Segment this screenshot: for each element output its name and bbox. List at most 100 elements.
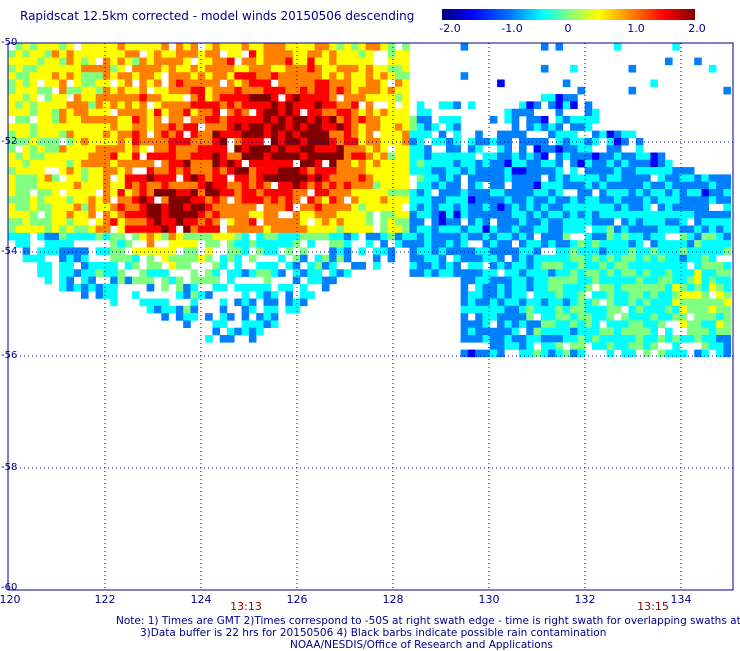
wind-cell [343,116,352,124]
wind-cell [51,203,60,212]
wind-cell [285,247,293,255]
wind-cell [59,159,67,168]
wind-cell [124,189,133,197]
wind-cell [533,189,542,197]
wind-cell [307,116,315,124]
wind-cell [263,130,272,139]
wind-cell [555,145,564,153]
wind-cell [146,232,155,241]
wind-cell [416,210,425,219]
wind-cell [519,335,527,343]
wind-cell [44,152,53,161]
wind-cell [175,101,184,109]
wind-cell [197,137,206,146]
wind-cell [606,218,615,226]
colorbar [442,9,695,20]
wind-cell [628,225,637,234]
wind-cell [409,262,418,270]
wind-cell [402,72,410,80]
wind-cell [300,50,308,58]
wind-cell [665,269,673,277]
wind-cell [482,291,491,299]
wind-cell [8,130,16,139]
wind-cell [497,130,505,139]
wind-cell [475,269,483,277]
wind-cell [212,320,220,328]
wind-cell [44,130,53,139]
wind-cell [628,342,637,350]
wind-cell [95,181,104,190]
wind-cell [650,218,658,226]
wind-cell [723,349,731,358]
wind-cell [562,79,571,88]
wind-cell [599,167,607,175]
wind-cell [278,50,286,58]
wind-cell [139,298,147,307]
wind-cell [248,240,257,248]
wind-cell [402,130,410,139]
wind-cell [416,130,425,139]
wind-cell [373,167,381,175]
wind-cell [424,108,432,117]
wind-cell [416,247,425,255]
wind-cell [227,159,235,168]
wind-cell [307,101,315,109]
wind-cell [723,269,731,277]
wind-cell [548,130,556,139]
wind-cell [278,86,286,95]
wind-cell [300,72,308,80]
wind-cell [102,218,111,226]
wind-cell [168,64,177,73]
wind-cell [8,145,16,153]
wind-cell [59,283,67,292]
wind-cell [548,298,556,307]
wind-cell [314,262,323,270]
wind-cell [643,349,651,358]
wind-cell [110,101,118,109]
wind-cell [584,298,593,307]
wind-cell [73,152,82,161]
wind-cell [489,174,498,182]
wind-cell [701,342,710,350]
wind-cell [519,283,527,292]
wind-cell [650,320,658,328]
colorbar-label: 2.0 [688,22,706,35]
wind-cell [15,72,23,80]
wind-cell [599,283,607,292]
wind-cell [117,254,126,263]
wind-cell [679,254,688,263]
wind-cell [555,167,564,175]
wind-cell [146,240,155,248]
wind-cell [694,203,702,212]
wind-cell [263,159,272,168]
wind-cell [497,305,505,314]
wind-cell [657,152,666,161]
wind-cell [81,254,89,263]
wind-cell [416,254,425,263]
wind-cell [599,196,607,204]
wind-cell [270,64,279,73]
wind-cell [278,240,286,248]
wind-cell [132,225,140,234]
wind-cell [621,203,629,212]
wind-cell [635,167,644,175]
wind-cell [562,320,571,328]
wind-cell [263,50,272,58]
wind-cell [351,101,359,109]
wind-cell [628,64,637,73]
wind-cell [300,291,308,299]
wind-cell [672,210,680,219]
wind-cell [548,189,556,197]
wind-cell [219,57,228,66]
wind-cell [343,50,352,58]
wind-cell [329,123,337,131]
wind-cell [650,254,658,263]
wind-cell [161,283,169,292]
wind-cell [489,240,498,248]
wind-cell [621,152,629,161]
wind-cell [467,269,476,277]
wind-cell [679,305,688,314]
wind-cell [132,254,140,263]
wind-cell [540,116,549,124]
wind-cell [343,72,352,80]
